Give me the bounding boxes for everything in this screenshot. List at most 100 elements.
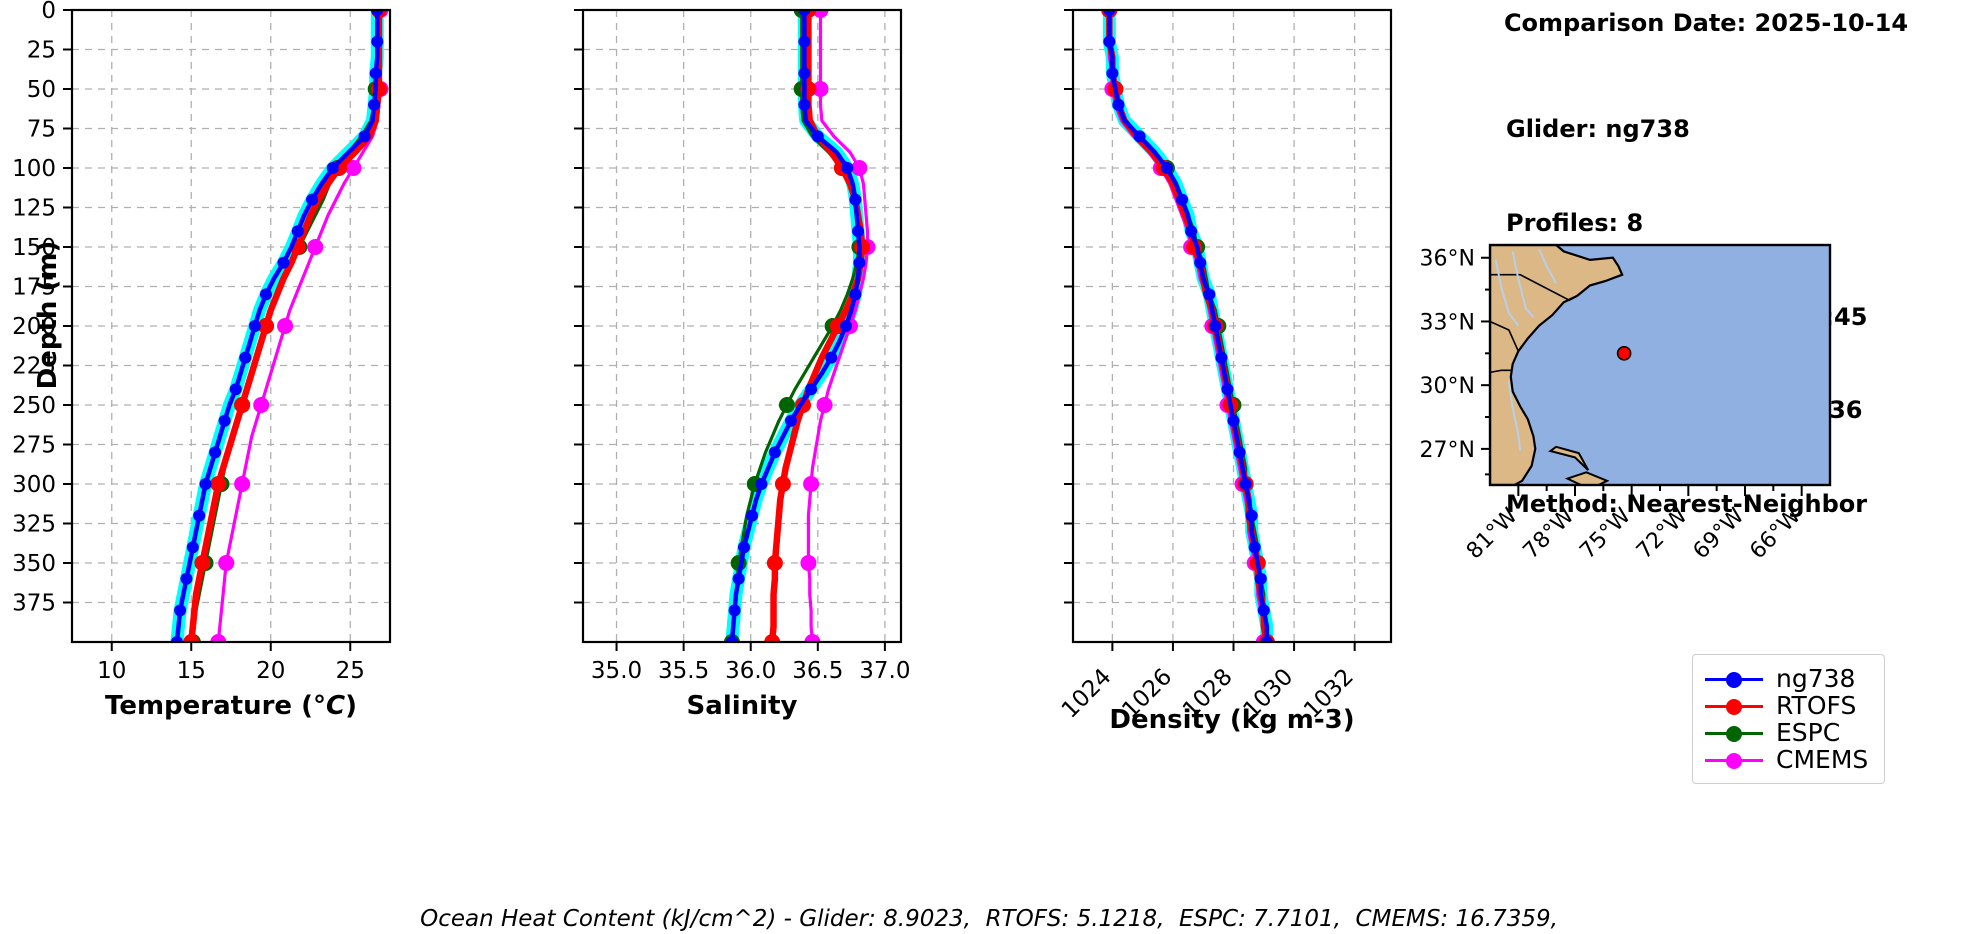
series-marker-ng738 bbox=[358, 130, 371, 143]
series-marker-ng738 bbox=[852, 225, 865, 238]
series-marker-ng738 bbox=[1209, 320, 1222, 332]
series-marker-ng738 bbox=[218, 414, 231, 427]
series-marker-ng738 bbox=[174, 604, 187, 617]
depth-tick-label: 75 bbox=[27, 117, 56, 143]
series-marker-ng738 bbox=[1233, 446, 1246, 459]
series-marker-ng738 bbox=[1257, 604, 1270, 617]
map-state-border bbox=[1490, 320, 1520, 352]
series-marker-rtofs bbox=[210, 476, 227, 492]
series-marker-cmems bbox=[816, 397, 833, 413]
salinity-xtick-label: 36.0 bbox=[725, 658, 776, 684]
series-marker-ng738 bbox=[1112, 98, 1125, 111]
temperature-grid bbox=[72, 9, 390, 642]
method-text: Method: Nearest-Neighbor bbox=[1506, 489, 1868, 518]
map-lon-tick-label: 78°W bbox=[1519, 503, 1580, 564]
map-lat-tick-label: 27°N bbox=[1420, 438, 1475, 463]
map-state-border bbox=[1490, 369, 1511, 374]
series-marker-ng738 bbox=[193, 509, 206, 522]
legend-item-ng738[interactable]: ng738 bbox=[1705, 664, 1868, 693]
series-marker-ng738 bbox=[1215, 351, 1228, 364]
series-marker-cmems bbox=[800, 555, 817, 571]
series-marker-ng738 bbox=[229, 383, 242, 396]
temperature-xtick-label: 15 bbox=[177, 658, 206, 684]
series-marker-ng738 bbox=[725, 636, 738, 642]
depth-tick-label: 225 bbox=[12, 354, 56, 380]
series-marker-ng738 bbox=[798, 98, 811, 111]
series-marker-ng738 bbox=[728, 604, 741, 617]
series-marker-ng738 bbox=[849, 193, 862, 206]
series-marker-rtofs bbox=[257, 318, 274, 334]
depth-tick-label: 275 bbox=[12, 433, 56, 459]
series-marker-ng738 bbox=[1103, 35, 1116, 48]
series-legend: ng738 RTOFS ESPC CMEMS bbox=[1692, 654, 1886, 784]
series-marker-rtofs bbox=[774, 476, 791, 492]
series-marker-ng738 bbox=[277, 256, 290, 269]
legend-swatch-rtofs bbox=[1705, 696, 1763, 716]
depth-tick-label: 350 bbox=[12, 551, 56, 577]
series-marker-ng738 bbox=[1221, 383, 1234, 396]
map-island bbox=[1564, 471, 1610, 485]
series-marker-ng738 bbox=[738, 541, 751, 554]
series-marker-cmems bbox=[812, 10, 829, 18]
series-marker-ng738 bbox=[170, 636, 183, 642]
series-marker-ng738 bbox=[1160, 162, 1173, 174]
depth-tick-label: 250 bbox=[12, 393, 56, 419]
series-marker-ng738 bbox=[1106, 67, 1119, 80]
series-marker-rtofs bbox=[766, 555, 783, 571]
comparison-date-text: Comparison Date: 2025-10-14 bbox=[1503, 9, 1909, 37]
series-marker-cmems bbox=[345, 160, 362, 176]
legend-label: ng738 bbox=[1776, 664, 1856, 693]
temperature-plot-panel: 10 15 20 25 0 25 50 75 100 125 150 175 200 225 250 275 3… bbox=[12, 0, 394, 742]
series-marker-ng738 bbox=[1194, 256, 1207, 269]
depth-tick-label: 200 bbox=[12, 314, 56, 340]
series-marker-cmems bbox=[812, 81, 829, 97]
series-marker-ng738 bbox=[209, 446, 222, 459]
glider-location-marker bbox=[1616, 346, 1632, 361]
legend-label: ESPC bbox=[1776, 718, 1841, 747]
series-marker-ng738 bbox=[180, 572, 193, 585]
legend-swatch-espc bbox=[1705, 723, 1763, 743]
series-marker-ng738 bbox=[1133, 130, 1146, 143]
temperature-xtick-label: 10 bbox=[97, 658, 126, 684]
series-marker-ng738 bbox=[186, 541, 199, 554]
series-marker-rtofs bbox=[764, 634, 781, 642]
glider-name-text: Glider: ng738 bbox=[1506, 115, 1690, 144]
depth-tick-label: 125 bbox=[12, 196, 56, 222]
depth-tick-label: 150 bbox=[12, 235, 56, 261]
series-marker-ng738 bbox=[1103, 10, 1116, 16]
density-plot-panel: 1024 1026 1028 1030 1032 Density (kg m-3) bbox=[1057, 8, 1395, 742]
density-axis-label: Density (kg m-3) bbox=[1109, 705, 1354, 735]
series-marker-cmems bbox=[253, 397, 270, 413]
map-lon-tick-label: 69°W bbox=[1689, 503, 1750, 564]
series-marker-cmems bbox=[803, 476, 820, 492]
series-marker-rtofs bbox=[183, 634, 200, 642]
series-marker-ng738 bbox=[371, 35, 384, 48]
series-marker-ng738 bbox=[805, 383, 818, 396]
series-marker-rtofs bbox=[234, 397, 251, 413]
profiles-count-text: Profiles: 8 bbox=[1506, 208, 1644, 237]
series-marker-ng738 bbox=[326, 162, 339, 174]
map-lon-tick-label: 66°W bbox=[1745, 503, 1806, 564]
legend-item-espc[interactable]: ESPC bbox=[1705, 718, 1868, 747]
legend-label: CMEMS bbox=[1776, 745, 1869, 774]
series-marker-ng738 bbox=[369, 67, 382, 80]
series-marker-ng738 bbox=[1185, 225, 1198, 238]
salinity-xtick-label: 35.0 bbox=[591, 658, 642, 684]
series-marker-ng738 bbox=[1203, 288, 1216, 301]
salinity-series-group bbox=[723, 10, 876, 642]
map-river bbox=[1494, 259, 1520, 327]
legend-swatch-cmems bbox=[1705, 750, 1763, 770]
density-series-group bbox=[1101, 10, 1275, 642]
legend-item-cmems[interactable]: CMEMS bbox=[1705, 745, 1869, 774]
series-marker-rtofs bbox=[194, 555, 211, 571]
depth-tick-label: 0 bbox=[41, 0, 56, 24]
map-lat-tick-label: 33°N bbox=[1420, 310, 1475, 335]
density-xtick-label: 1024 bbox=[1057, 664, 1117, 724]
depth-axis-label: Depth (m) bbox=[33, 240, 63, 390]
series-marker-ng738 bbox=[1227, 414, 1240, 427]
series-marker-ng738 bbox=[849, 288, 862, 301]
legend-label: RTOFS bbox=[1776, 691, 1857, 720]
salinity-plot-panel: 35.0 35.5 36.0 36.5 37.0 Salinity bbox=[574, 8, 911, 742]
legend-item-rtofs[interactable]: RTOFS bbox=[1705, 691, 1868, 720]
series-marker-ng738 bbox=[199, 478, 212, 490]
